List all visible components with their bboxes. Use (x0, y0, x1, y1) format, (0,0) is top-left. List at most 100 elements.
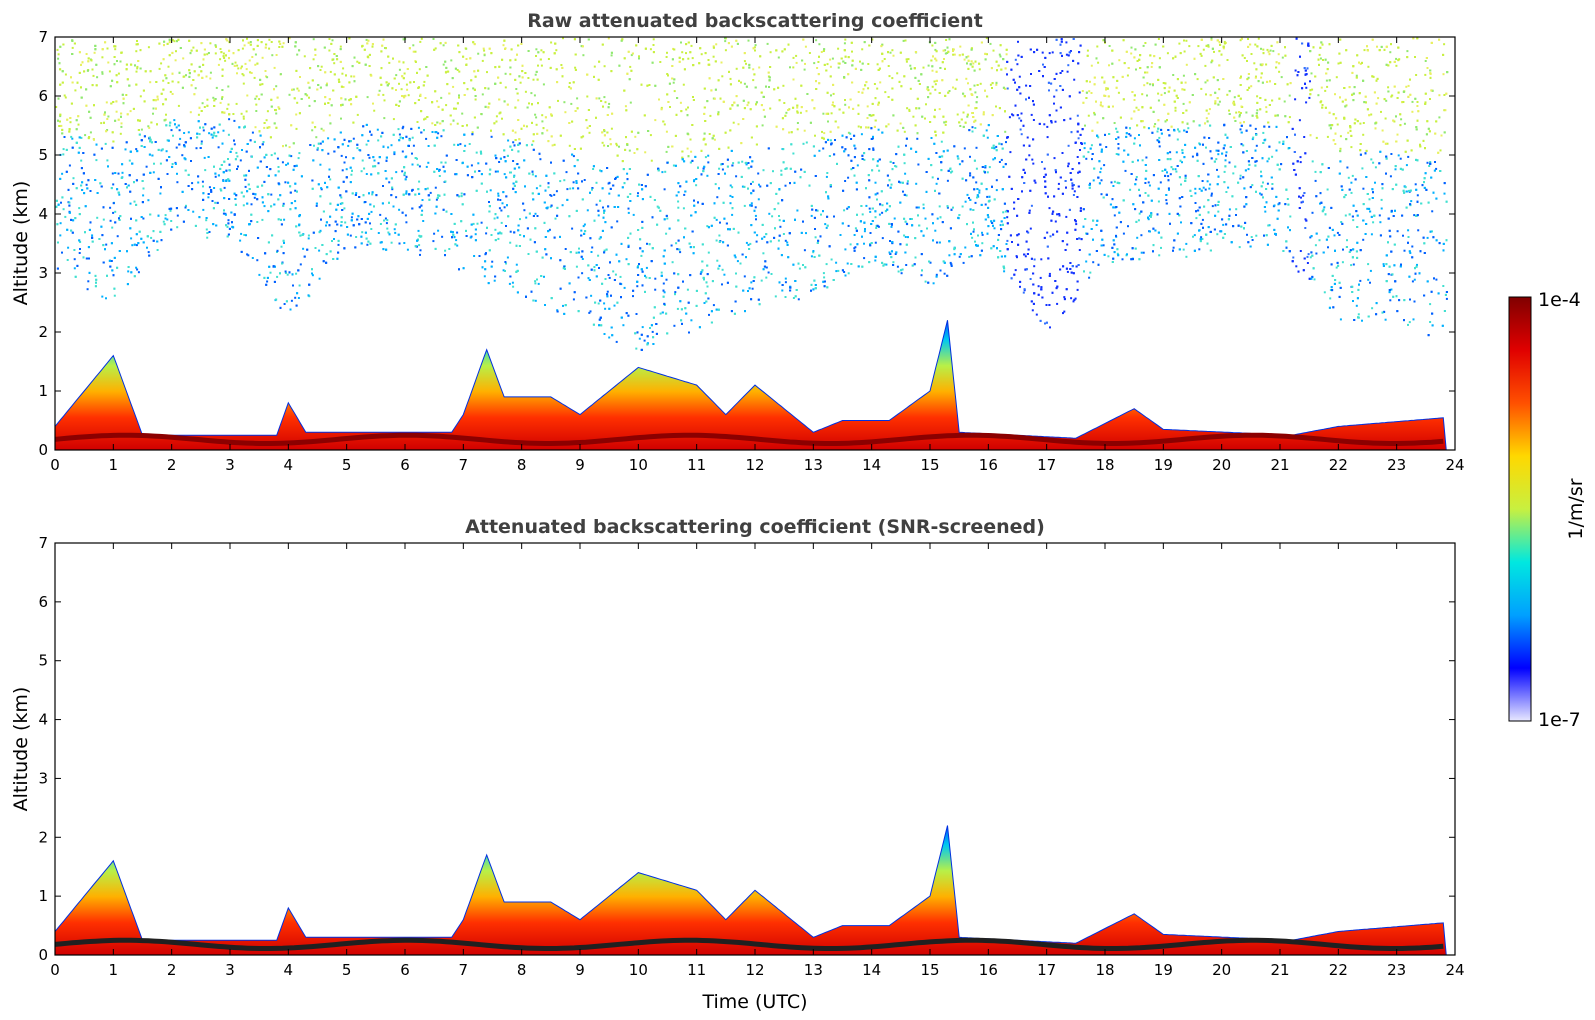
noise-pixel (205, 75, 208, 78)
noise-pixel (1443, 192, 1446, 195)
noise-pixel (498, 207, 501, 210)
noise-pixel (946, 206, 949, 209)
noise-pixel (342, 86, 345, 88)
noise-pixel (173, 40, 176, 43)
noise-pixel (455, 107, 457, 110)
noise-pixel (276, 275, 279, 278)
noise-pixel (986, 195, 989, 198)
noise-pixel (708, 133, 711, 135)
noise-pixel (239, 159, 242, 162)
noise-pixel (1380, 198, 1383, 201)
noise-pixel (640, 254, 643, 257)
noise-pixel (178, 129, 181, 132)
noise-pixel (1158, 254, 1161, 257)
noise-pixel (198, 133, 201, 136)
noise-pixel (494, 228, 497, 231)
noise-pixel (723, 273, 726, 276)
noise-pixel (649, 327, 651, 329)
noise-pixel (708, 313, 710, 316)
noise-pixel (1339, 147, 1342, 150)
noise-pixel (1093, 111, 1096, 114)
noise-pixel (512, 285, 515, 288)
noise-pixel (542, 83, 545, 86)
noise-pixel (1250, 85, 1253, 88)
noise-pixel (1245, 111, 1248, 114)
noise-pixel (844, 180, 847, 182)
noise-pixel (729, 184, 732, 187)
noise-pixel (613, 304, 616, 307)
noise-pixel (93, 51, 96, 54)
noise-pixel (233, 119, 236, 122)
noise-pixel (1233, 96, 1236, 99)
noise-pixel (905, 194, 908, 197)
noise-pixel (458, 70, 461, 73)
noise-pixel (256, 221, 259, 223)
noise-pixel (1063, 310, 1066, 313)
noise-pixel (1350, 146, 1353, 149)
noise-pixel (1185, 39, 1188, 42)
noise-pixel (105, 297, 107, 300)
noise-pixel (429, 191, 432, 194)
noise-pixel (952, 50, 954, 52)
noise-pixel (1442, 285, 1445, 287)
noise-pixel (1200, 54, 1203, 57)
noise-pixel (294, 200, 297, 203)
noise-pixel (961, 205, 964, 208)
noise-pixel (1255, 75, 1257, 78)
noise-pixel (761, 124, 764, 127)
noise-pixel (747, 243, 750, 246)
noise-pixel (1071, 182, 1074, 185)
noise-pixel (971, 126, 974, 129)
noise-pixel (1143, 84, 1146, 87)
noise-pixel (857, 91, 860, 93)
noise-pixel (202, 129, 205, 132)
noise-pixel (762, 169, 765, 172)
noise-pixel (670, 244, 673, 247)
noise-pixel (394, 231, 397, 234)
noise-pixel (202, 126, 205, 129)
noise-pixel (127, 270, 130, 273)
noise-pixel (649, 134, 652, 137)
noise-pixel (64, 96, 67, 99)
noise-pixel (355, 192, 358, 195)
noise-pixel (435, 198, 438, 201)
noise-pixel (1103, 80, 1106, 83)
noise-pixel (1058, 214, 1061, 217)
noise-pixel (1182, 248, 1185, 251)
noise-pixel (136, 268, 139, 271)
noise-pixel (1112, 185, 1115, 187)
noise-pixel (1304, 227, 1307, 229)
noise-pixel (438, 175, 441, 177)
noise-pixel (1225, 191, 1228, 193)
noise-pixel (427, 161, 430, 164)
noise-pixel (393, 153, 396, 156)
noise-pixel (1030, 73, 1032, 75)
noise-pixel (1336, 123, 1339, 126)
noise-pixel (1067, 144, 1070, 147)
noise-pixel (1306, 255, 1309, 258)
noise-pixel (1072, 300, 1075, 303)
noise-pixel (86, 288, 89, 291)
noise-pixel (1054, 220, 1057, 223)
noise-pixel (869, 243, 871, 246)
noise-pixel (232, 113, 235, 115)
noise-pixel (659, 312, 662, 315)
noise-pixel (959, 125, 962, 127)
noise-pixel (61, 251, 63, 254)
noise-pixel (212, 96, 215, 99)
noise-pixel (936, 217, 939, 220)
noise-pixel (572, 298, 575, 301)
noise-pixel (778, 219, 781, 222)
noise-pixel (1416, 263, 1418, 266)
noise-pixel (817, 61, 820, 63)
noise-pixel (881, 211, 884, 214)
noise-pixel (1005, 141, 1007, 144)
noise-pixel (1429, 303, 1432, 306)
noise-pixel (236, 155, 239, 158)
noise-pixel (760, 279, 763, 282)
noise-pixel (62, 148, 65, 151)
noise-pixel (847, 272, 850, 275)
noise-pixel (1067, 64, 1070, 67)
noise-pixel (444, 161, 447, 164)
noise-pixel (1345, 104, 1348, 107)
